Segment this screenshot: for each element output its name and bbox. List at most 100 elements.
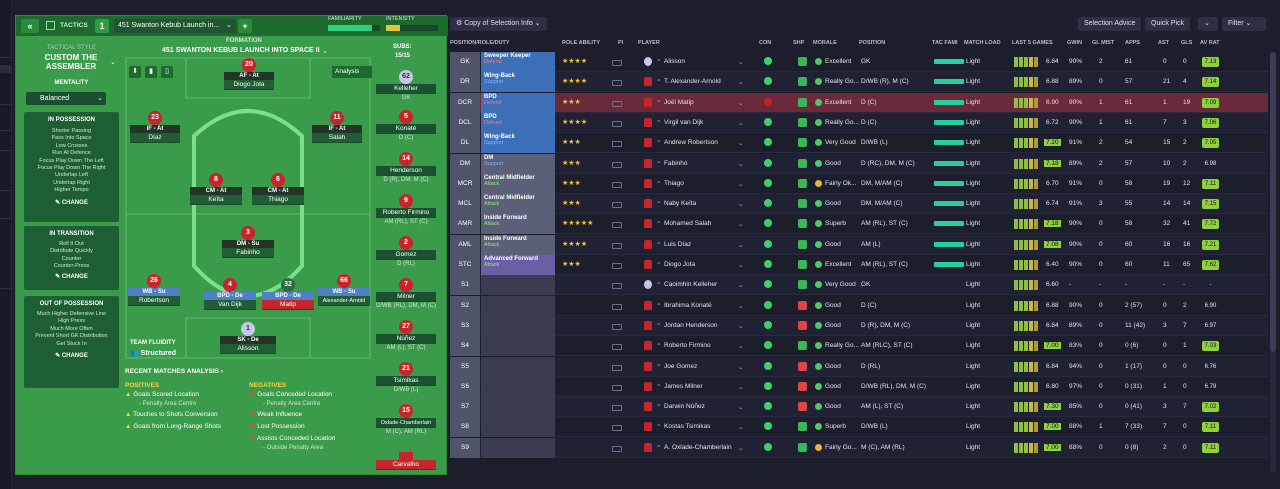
col-header-av-rat[interactable]: AV RAT xyxy=(1200,40,1220,46)
player-instructions-icon[interactable] xyxy=(612,181,622,188)
position-slot[interactable]: DCL xyxy=(450,112,480,133)
col-header-position[interactable]: POSITION xyxy=(859,40,886,46)
col-header-gls[interactable]: GLS xyxy=(1181,40,1193,46)
sub-player[interactable]: 62 Kelleher GK xyxy=(376,70,436,101)
role-duty-selector[interactable] xyxy=(481,397,555,418)
player-name[interactable]: Joe Gomez xyxy=(664,362,698,370)
player-name[interactable]: Fabinho xyxy=(664,159,688,167)
player-name[interactable]: Diogo Jota xyxy=(664,261,696,268)
squad-row[interactable]: STC Advanced Forward Attack ★★★ ⌃ Diogo Jota ⌄… xyxy=(450,255,1268,275)
chevron-down-icon[interactable]: ⌄ xyxy=(738,241,744,249)
tactics-tab-label[interactable]: TACTICS xyxy=(60,22,88,29)
player-name[interactable]: A. Oxlade-Chamberlain xyxy=(664,443,732,451)
col-header-pi[interactable]: PI xyxy=(618,40,624,46)
tactic-slot-number[interactable]: 1 xyxy=(95,19,109,33)
chevron-down-icon[interactable]: ⌄ xyxy=(738,282,744,290)
col-header-role-ability[interactable]: ROLE ABILITY xyxy=(562,40,600,46)
role-duty-selector[interactable]: Central Midfielder Attack xyxy=(481,173,555,194)
role-duty-selector[interactable]: DM Support xyxy=(481,153,555,174)
pitch-player-cm-right[interactable]: 6 CM - At Thiago xyxy=(252,173,304,205)
role-duty-selector[interactable] xyxy=(481,295,555,316)
position-slot[interactable]: S9 xyxy=(450,437,480,458)
player-name[interactable]: Virgil van Dijk xyxy=(664,118,704,126)
pitch[interactable]: ⬇ ▮ ▯ Analysis 20 AF - At Diogo Jota 23 IF … xyxy=(124,56,372,376)
chevron-down-icon[interactable]: ⌄ xyxy=(738,160,744,168)
chevron-down-icon[interactable]: ⌄ xyxy=(738,404,744,412)
player-instructions-icon[interactable] xyxy=(612,364,622,371)
col-header-gl-mist[interactable]: GL MIST xyxy=(1092,40,1115,46)
chevron-down-icon[interactable]: ⌄ xyxy=(738,363,744,371)
selection-advice-button[interactable]: Selection Advice xyxy=(1078,17,1142,31)
squad-row[interactable]: S6 ⌃ James Milner ⌄ Good D/WB (RL), DM, M (C)… xyxy=(450,376,1268,397)
squad-row[interactable]: DR Wing-Back Support ★★★★ ⌃ T. Alexander-Arno… xyxy=(450,72,1268,93)
position-slot[interactable]: AML xyxy=(450,234,480,255)
change-in-possession-button[interactable]: ✎ CHANGE xyxy=(25,199,118,206)
col-header-ast[interactable]: AST xyxy=(1158,40,1169,46)
pitch-player-gk[interactable]: 1 SK - De Alisson xyxy=(220,322,276,354)
player-instructions-icon[interactable] xyxy=(612,161,622,168)
role-duty-selector[interactable]: BPD Defend xyxy=(481,92,555,113)
player-name[interactable]: Jordan Henderson xyxy=(664,321,718,329)
change-out-of-possession-button[interactable]: ✎ CHANGE xyxy=(25,352,118,359)
chevron-down-icon[interactable]: ⌄ xyxy=(738,302,744,310)
player-instructions-icon[interactable] xyxy=(612,283,622,290)
squad-row[interactable]: AMR Inside Forward Attack ★★★★★ ⌃ Mohamed Sal… xyxy=(450,214,1268,235)
role-duty-selector[interactable]: Wing-Back Support xyxy=(481,72,555,93)
player-instructions-icon[interactable] xyxy=(612,60,622,66)
role-duty-selector[interactable] xyxy=(481,376,555,397)
squad-row[interactable]: S5 ⌃ Joe Gomez ⌄ Good D (RL) Light 6.84 94% 0 1 (1… xyxy=(450,356,1268,377)
chevron-down-icon[interactable]: ⌄ xyxy=(738,59,744,66)
player-instructions-icon[interactable] xyxy=(612,100,622,107)
pitch-player-if-left[interactable]: 23 IF - At Díaz xyxy=(130,111,180,143)
position-slot[interactable]: S6 xyxy=(450,376,480,397)
scrollbar[interactable] xyxy=(1270,52,1276,472)
sub-player[interactable]: Carvalho xyxy=(376,452,436,470)
player-instructions-icon[interactable] xyxy=(612,384,622,391)
player-name[interactable]: Roberto Firmino xyxy=(664,342,711,350)
chevron-down-icon[interactable]: ⌄ xyxy=(738,383,744,391)
change-in-transition-button[interactable]: ✎ CHANGE xyxy=(25,273,118,280)
bar-chart-icon[interactable]: ▮ xyxy=(145,66,157,78)
position-slot[interactable]: S3 xyxy=(450,315,480,336)
player-name[interactable]: Thiago xyxy=(664,179,684,187)
sub-player[interactable]: 5 Konaté D (C) xyxy=(376,110,436,141)
squad-row[interactable]: GK Sweeper Keeper Defend ★★★★ ⌃ Alisson ⌄ Excel… xyxy=(450,52,1268,72)
player-name[interactable]: Joël Matip xyxy=(664,98,694,106)
role-duty-selector[interactable] xyxy=(481,315,555,336)
position-slot[interactable]: MCL xyxy=(450,194,480,215)
position-slot[interactable]: S8 xyxy=(450,417,480,438)
position-slot[interactable]: AMR xyxy=(450,214,480,235)
player-instructions-icon[interactable] xyxy=(612,425,622,432)
position-slot[interactable]: DR xyxy=(450,72,480,93)
squad-row[interactable]: S1 ⌃ Caoimhin Kelleher ⌄ Very Good GK Light 6.6… xyxy=(450,275,1268,296)
player-name[interactable]: Andrew Robertson xyxy=(664,139,718,147)
pitch-player-dm[interactable]: 3 DM - Su Fabinho xyxy=(222,226,274,258)
sub-player[interactable]: 27 Núñez AM (L), ST (C) xyxy=(376,320,436,351)
position-slot[interactable]: S4 xyxy=(450,336,480,357)
position-slot[interactable]: DCR xyxy=(450,92,480,113)
chevron-down-icon[interactable]: ⌄ xyxy=(738,180,744,188)
chevron-down-icon[interactable]: ⌄ xyxy=(738,201,744,209)
position-slot[interactable]: GK xyxy=(450,52,480,72)
chevron-down-icon[interactable]: ⌄ xyxy=(738,221,744,229)
quick-pick-button[interactable]: Quick Pick xyxy=(1145,17,1191,31)
collapse-button[interactable]: « xyxy=(21,19,39,33)
sub-player[interactable]: 9 Roberto Firmino AM (RL), ST (C) xyxy=(376,194,436,225)
chevron-down-icon[interactable]: ⌄ xyxy=(1198,17,1218,31)
chevron-down-icon[interactable]: ⌄ xyxy=(738,343,744,351)
player-name[interactable]: Alisson xyxy=(664,58,685,65)
player-name[interactable]: Luis Díaz xyxy=(664,240,692,248)
position-slot[interactable]: DM xyxy=(450,153,480,174)
tactical-style-name[interactable]: CUSTOM THE ASSEMBLER xyxy=(44,53,98,71)
left-nav-strip[interactable] xyxy=(0,0,12,489)
sub-player[interactable]: 15 Oxlade-Chamberlain M (C), AM (RL) xyxy=(376,404,436,435)
chevron-down-icon[interactable]: ⌄ xyxy=(738,444,744,452)
player-instructions-icon[interactable] xyxy=(612,202,622,209)
chevron-down-icon[interactable]: ⌄ xyxy=(110,59,116,66)
position-slot[interactable]: S5 xyxy=(450,356,480,377)
role-duty-selector[interactable] xyxy=(481,356,555,377)
squad-row[interactable]: S4 ⌃ Roberto Firmino ⌄ Really Go... AM (RLC),… xyxy=(450,336,1268,357)
player-instructions-icon[interactable] xyxy=(612,222,622,229)
player-instructions-icon[interactable] xyxy=(612,141,622,148)
chevron-down-icon[interactable]: ⌄ xyxy=(738,119,744,127)
